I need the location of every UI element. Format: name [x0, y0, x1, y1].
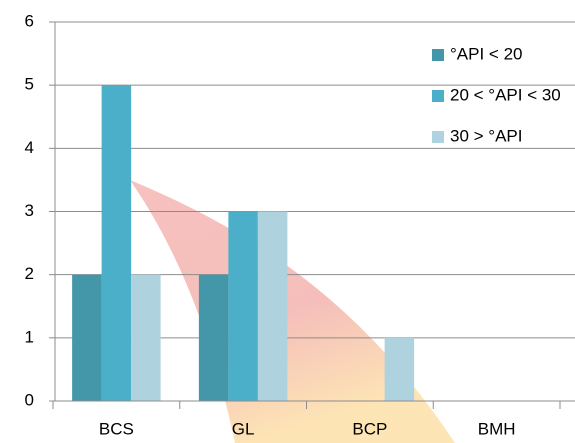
legend-swatch [432, 49, 444, 61]
x-tick-label: BCS [99, 419, 134, 438]
x-tick-label: GL [232, 419, 255, 438]
y-tick-label: 5 [25, 75, 34, 94]
legend: °API < 20 20 < °API < 30 30 > °API [432, 44, 561, 145]
y-tick-label: 3 [25, 201, 34, 220]
y-tick-label: 0 [25, 390, 34, 409]
bar [384, 337, 415, 401]
bars [72, 85, 415, 402]
y-tick-label: 2 [25, 264, 34, 283]
x-tick-label: BCP [352, 419, 387, 438]
y-tick-label: 4 [25, 138, 34, 157]
y-tick-label: 6 [25, 11, 34, 30]
bar [101, 85, 132, 402]
bar [228, 211, 258, 401]
axes: 0 1 2 3 4 5 6 BCS GL BCP BMH [25, 11, 575, 438]
bar [131, 274, 161, 401]
y-tick-label: 1 [25, 327, 34, 346]
legend-label: 20 < °API < 30 [450, 85, 561, 104]
bar [257, 211, 288, 401]
legend-label: °API < 20 [450, 44, 522, 63]
legend-swatch [432, 131, 444, 143]
legend-label: 30 > °API [450, 126, 522, 145]
legend-swatch [432, 90, 444, 102]
bar [72, 274, 102, 401]
x-tick-label: BMH [478, 419, 516, 438]
bar [198, 274, 229, 401]
background-arrow [130, 180, 455, 443]
